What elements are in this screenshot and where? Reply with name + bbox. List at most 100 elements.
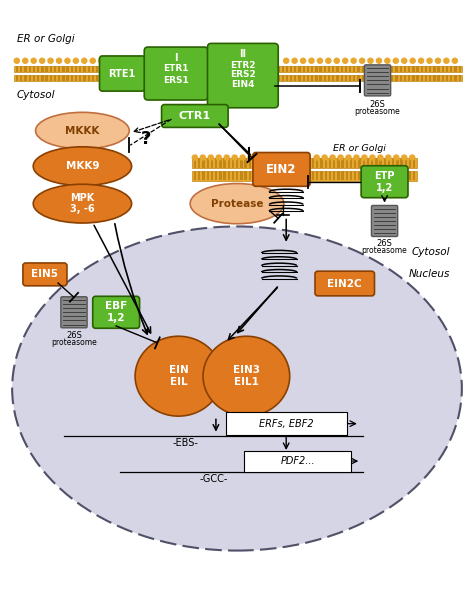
Circle shape — [157, 58, 163, 63]
Bar — [433, 66, 436, 72]
Bar — [391, 75, 393, 81]
FancyBboxPatch shape — [23, 263, 67, 286]
Bar — [211, 171, 213, 180]
Bar — [66, 75, 69, 81]
Bar — [400, 75, 402, 81]
Bar — [325, 171, 327, 180]
Bar — [164, 75, 166, 81]
Bar — [151, 66, 153, 72]
Circle shape — [317, 58, 322, 63]
Bar — [248, 75, 250, 81]
Bar — [20, 66, 22, 72]
Text: ER or Golgi: ER or Golgi — [333, 144, 386, 153]
Bar — [252, 66, 255, 72]
Bar — [134, 66, 136, 72]
Ellipse shape — [135, 336, 222, 416]
Bar — [446, 75, 448, 81]
Bar — [319, 66, 322, 72]
Bar — [388, 171, 390, 180]
Bar — [367, 159, 369, 168]
Bar — [202, 159, 205, 168]
Bar — [256, 66, 258, 72]
Bar — [458, 75, 461, 81]
Bar — [256, 75, 258, 81]
Bar — [308, 171, 310, 180]
Bar — [193, 66, 195, 72]
Bar — [370, 66, 373, 72]
Bar — [290, 66, 292, 72]
Bar — [155, 66, 157, 72]
Bar — [130, 66, 132, 72]
Bar — [311, 75, 313, 81]
Bar — [264, 75, 267, 81]
Text: ETR1: ETR1 — [164, 65, 189, 74]
Circle shape — [14, 58, 19, 63]
Bar — [235, 66, 237, 72]
Bar — [249, 159, 251, 168]
Bar — [194, 171, 196, 180]
Bar — [387, 75, 389, 81]
Bar — [121, 66, 124, 72]
Bar — [176, 66, 178, 72]
Bar — [392, 171, 394, 180]
Circle shape — [452, 58, 457, 63]
Bar — [104, 66, 107, 72]
Bar — [260, 75, 263, 81]
Ellipse shape — [12, 226, 462, 550]
Bar — [176, 75, 178, 81]
Text: ER or Golgi: ER or Golgi — [17, 34, 74, 44]
Circle shape — [436, 58, 440, 63]
Bar — [245, 171, 247, 180]
Bar — [138, 75, 140, 81]
FancyBboxPatch shape — [245, 450, 351, 471]
Bar — [79, 75, 82, 81]
Bar — [378, 66, 381, 72]
Bar — [371, 159, 374, 168]
Bar — [126, 75, 128, 81]
Bar — [395, 66, 398, 72]
Bar — [357, 66, 360, 72]
Bar — [218, 75, 220, 81]
Bar — [363, 171, 365, 180]
Ellipse shape — [33, 184, 132, 223]
Circle shape — [326, 58, 331, 63]
Bar — [15, 75, 462, 81]
Text: I: I — [174, 53, 178, 62]
Bar — [71, 66, 73, 72]
Bar — [184, 75, 187, 81]
Circle shape — [90, 58, 95, 63]
Bar — [375, 171, 377, 180]
Bar — [299, 171, 301, 180]
Circle shape — [444, 58, 449, 63]
Bar — [308, 159, 310, 168]
Bar — [371, 171, 374, 180]
Bar — [379, 171, 382, 180]
Bar — [349, 75, 351, 81]
Bar — [253, 171, 255, 180]
Bar — [455, 75, 456, 81]
Circle shape — [368, 58, 373, 63]
Bar — [46, 66, 48, 72]
Bar — [50, 75, 52, 81]
Bar — [286, 75, 288, 81]
Bar — [159, 75, 162, 81]
Bar — [270, 171, 272, 180]
Circle shape — [309, 58, 314, 63]
Bar — [252, 75, 255, 81]
Bar — [197, 75, 200, 81]
Bar — [325, 159, 327, 168]
Text: MPK
3, -6: MPK 3, -6 — [70, 193, 95, 214]
Bar — [282, 66, 284, 72]
Circle shape — [322, 155, 327, 160]
Bar — [366, 75, 368, 81]
Bar — [92, 75, 94, 81]
Bar — [363, 159, 365, 168]
Bar — [294, 75, 296, 81]
Bar — [261, 171, 264, 180]
Bar — [184, 66, 187, 72]
Bar — [320, 171, 323, 180]
Text: ERS2: ERS2 — [230, 71, 255, 80]
Circle shape — [370, 155, 375, 160]
Circle shape — [410, 58, 415, 63]
Bar — [409, 171, 411, 180]
